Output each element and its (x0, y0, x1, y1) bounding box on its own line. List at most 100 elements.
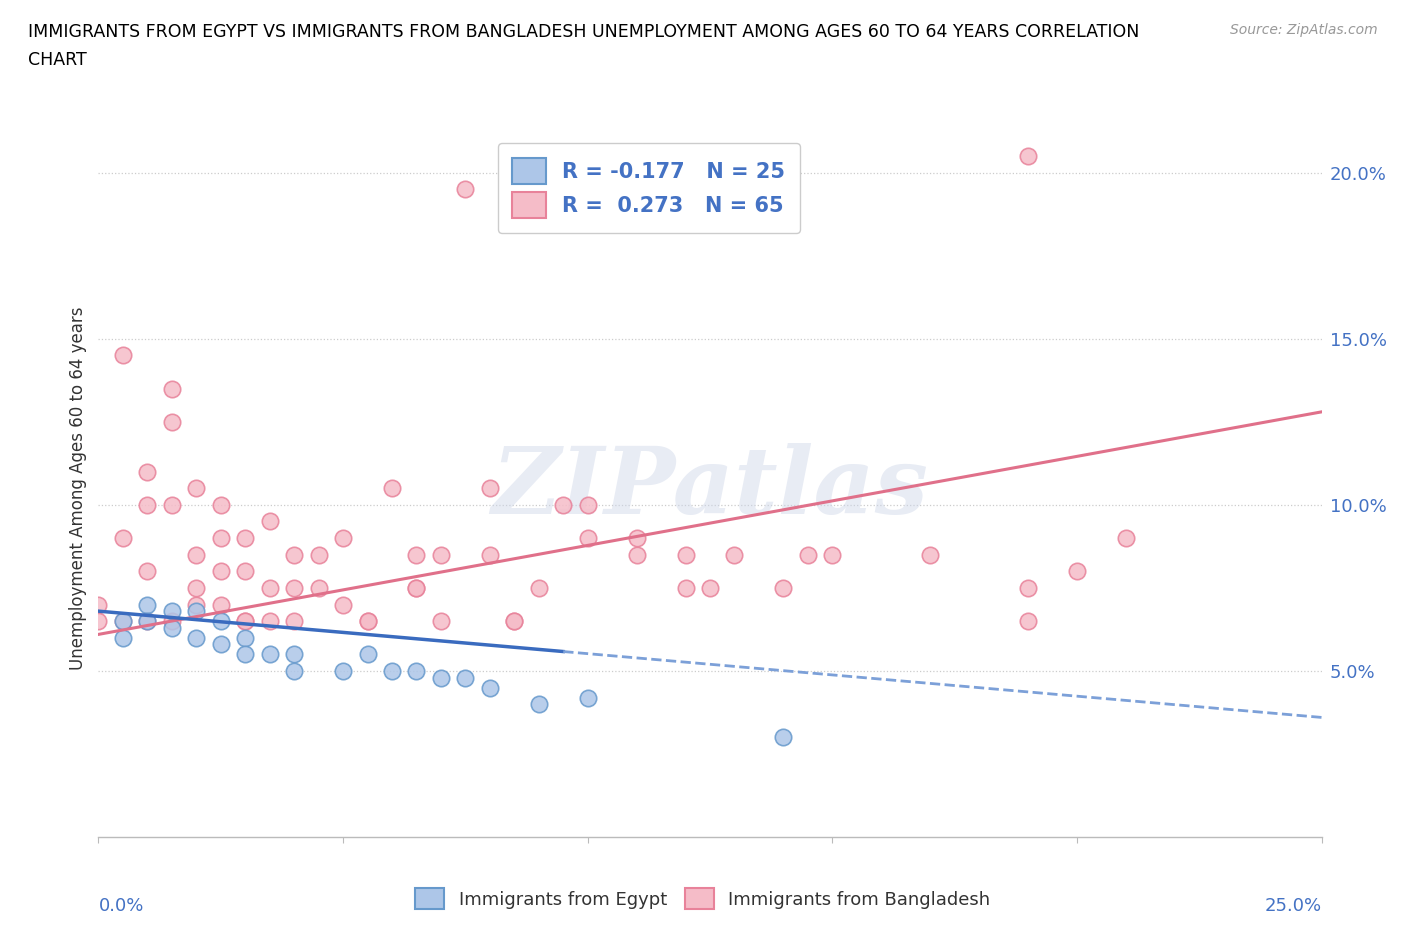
Point (209, 614, 232, 629)
Point (576, 498, 599, 512)
Point (283, 547, 305, 562)
Point (111, 348, 134, 363)
Point (1017, 614, 1039, 629)
Point (1115, 531, 1137, 546)
Point (209, 597, 232, 612)
Point (160, 498, 183, 512)
Point (356, 614, 378, 629)
Point (576, 531, 599, 546)
Point (283, 663, 305, 678)
Y-axis label: Unemployment Among Ages 60 to 64 years: Unemployment Among Ages 60 to 64 years (69, 307, 87, 670)
Point (209, 498, 232, 512)
Point (772, 580, 794, 595)
Point (111, 631, 134, 645)
Point (160, 415, 183, 430)
Point (920, 547, 942, 562)
Point (405, 580, 427, 595)
Point (136, 464, 159, 479)
Point (111, 614, 134, 629)
Point (478, 481, 501, 496)
Legend: R = -0.177   N = 25, R =  0.273   N = 65: R = -0.177 N = 25, R = 0.273 N = 65 (498, 143, 800, 232)
Point (160, 614, 183, 629)
Point (209, 531, 232, 546)
Point (675, 547, 697, 562)
Point (478, 680, 501, 695)
Point (186, 604, 208, 618)
Point (772, 730, 794, 745)
Point (626, 547, 648, 562)
Point (283, 614, 305, 629)
Point (259, 614, 281, 629)
Point (259, 580, 281, 595)
Point (405, 663, 427, 678)
Point (405, 580, 427, 595)
Point (259, 514, 281, 529)
Point (233, 531, 256, 546)
Point (136, 564, 159, 578)
Point (454, 671, 477, 685)
Point (1066, 564, 1088, 578)
Point (160, 604, 183, 618)
Point (430, 547, 453, 562)
Point (209, 637, 232, 652)
Point (209, 564, 232, 578)
Point (186, 481, 208, 496)
Point (332, 597, 354, 612)
Text: ZIPatlas: ZIPatlas (492, 444, 928, 533)
Point (136, 614, 159, 629)
Point (233, 614, 256, 629)
Point (503, 614, 526, 629)
Point (233, 614, 256, 629)
Point (381, 663, 404, 678)
Point (111, 531, 134, 546)
Point (626, 531, 648, 546)
Point (527, 580, 550, 595)
Point (553, 498, 575, 512)
Point (356, 647, 378, 662)
Point (283, 580, 305, 595)
Point (186, 597, 208, 612)
Point (233, 564, 256, 578)
Point (1017, 149, 1039, 164)
Point (332, 531, 354, 546)
Point (356, 614, 378, 629)
Point (233, 647, 256, 662)
Point (259, 647, 281, 662)
Point (308, 547, 330, 562)
Legend: Immigrants from Egypt, Immigrants from Bangladesh: Immigrants from Egypt, Immigrants from B… (408, 881, 998, 916)
Point (381, 481, 404, 496)
Point (160, 381, 183, 396)
Point (160, 620, 183, 635)
Text: CHART: CHART (28, 51, 87, 69)
Point (233, 631, 256, 645)
Point (87, 597, 110, 612)
Point (308, 580, 330, 595)
Point (283, 647, 305, 662)
Point (454, 182, 477, 197)
Point (186, 547, 208, 562)
Point (527, 697, 550, 711)
Point (87, 614, 110, 629)
Text: IMMIGRANTS FROM EGYPT VS IMMIGRANTS FROM BANGLADESH UNEMPLOYMENT AMONG AGES 60 T: IMMIGRANTS FROM EGYPT VS IMMIGRANTS FROM… (28, 23, 1139, 41)
Point (186, 580, 208, 595)
Point (478, 547, 501, 562)
Point (723, 547, 745, 562)
Point (699, 580, 721, 595)
Point (675, 580, 697, 595)
Text: Source: ZipAtlas.com: Source: ZipAtlas.com (1230, 23, 1378, 37)
Point (1017, 580, 1039, 595)
Point (430, 614, 453, 629)
Point (821, 547, 844, 562)
Point (503, 614, 526, 629)
Point (186, 631, 208, 645)
Point (111, 614, 134, 629)
Text: 0.0%: 0.0% (98, 897, 143, 915)
Point (136, 498, 159, 512)
Point (576, 690, 599, 705)
Point (332, 663, 354, 678)
Point (136, 614, 159, 629)
Point (430, 671, 453, 685)
Text: 25.0%: 25.0% (1264, 897, 1322, 915)
Point (405, 547, 427, 562)
Point (797, 547, 820, 562)
